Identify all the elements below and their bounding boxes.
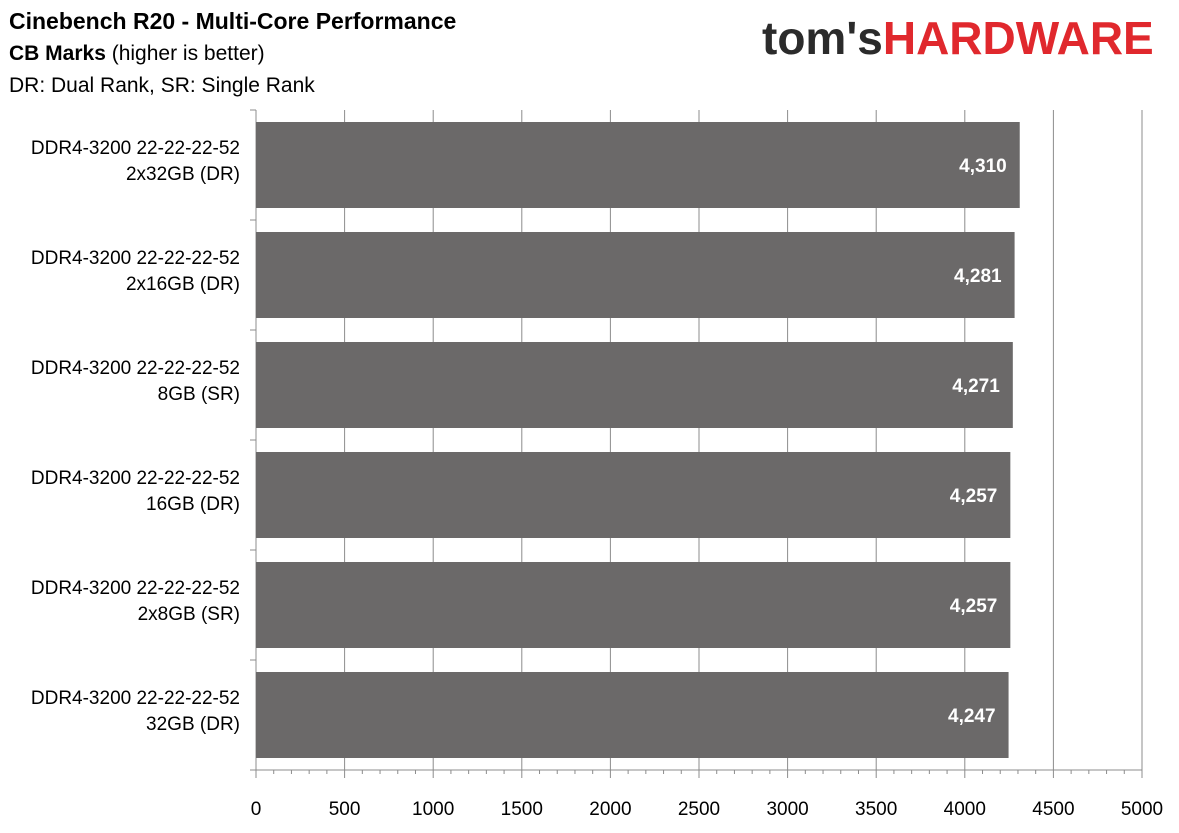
- category-label: DDR4-3200 22-22-22-52: [31, 358, 240, 379]
- bar-value-label: 4,257: [950, 596, 998, 617]
- bar: [256, 232, 1015, 318]
- x-tick-label: 5000: [1121, 799, 1163, 820]
- logo-part-toms: tom's: [762, 12, 883, 64]
- x-tick-label: 2000: [589, 799, 631, 820]
- category-label: 2x8GB (SR): [138, 604, 240, 625]
- subtitle-rest: (higher is better): [105, 42, 265, 65]
- x-tick-label: 4000: [944, 799, 986, 820]
- bar: [256, 562, 1011, 648]
- category-label: 2x16GB (DR): [126, 274, 240, 295]
- chart-subtitle: CB Marks (higher is better): [9, 42, 265, 66]
- category-label: 16GB (DR): [146, 494, 240, 515]
- bar-value-label: 4,247: [948, 706, 996, 727]
- bar: [256, 122, 1020, 208]
- chart-note: DR: Dual Rank, SR: Single Rank: [9, 74, 315, 97]
- x-tick-label: 2500: [678, 799, 720, 820]
- bar-value-label: 4,257: [950, 486, 998, 507]
- toms-hardware-logo: tom'sHARDWARE: [762, 10, 1154, 66]
- bar-value-label: 4,281: [954, 266, 1002, 287]
- category-label: DDR4-3200 22-22-22-52: [31, 688, 240, 709]
- x-tick-label: 500: [329, 799, 361, 820]
- x-tick-label: 1500: [501, 799, 543, 820]
- x-tick-label: 0: [251, 799, 262, 820]
- category-label: 8GB (SR): [158, 384, 240, 405]
- x-tick-label: 4500: [1032, 799, 1074, 820]
- x-tick-label: 3000: [766, 799, 808, 820]
- x-tick-label: 3500: [855, 799, 897, 820]
- category-label: DDR4-3200 22-22-22-52: [31, 248, 240, 269]
- category-label: DDR4-3200 22-22-22-52: [31, 468, 240, 489]
- bar: [256, 452, 1011, 538]
- bar-value-label: 4,271: [952, 376, 1000, 397]
- bar-value-label: 4,310: [959, 156, 1007, 177]
- logo-part-hardware: HARDWARE: [882, 12, 1154, 64]
- bar: [256, 342, 1013, 428]
- category-label: DDR4-3200 22-22-22-52: [31, 578, 240, 599]
- x-tick-label: 1000: [412, 799, 454, 820]
- chart-title: Cinebench R20 - Multi-Core Performance: [9, 8, 457, 34]
- subtitle-bold: CB Marks: [9, 42, 106, 65]
- category-label: DDR4-3200 22-22-22-52: [31, 138, 240, 159]
- category-label: 32GB (DR): [146, 714, 240, 735]
- bar: [256, 672, 1009, 758]
- category-label: 2x32GB (DR): [126, 164, 240, 185]
